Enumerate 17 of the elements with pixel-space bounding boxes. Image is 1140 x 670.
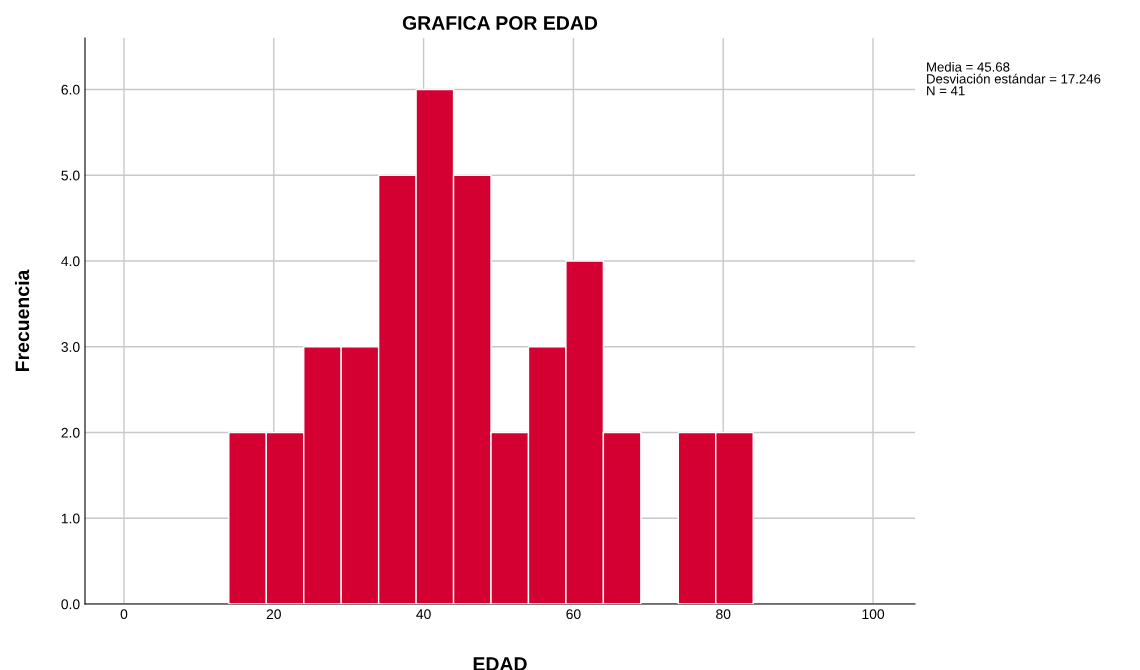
y-tick-label: 5.0: [61, 170, 80, 181]
y-tick-label: 4.0: [61, 256, 80, 267]
x-tick-label: 60: [566, 609, 581, 620]
y-axis-title: Frecuencia: [14, 269, 30, 372]
y-tick-label: 1.0: [61, 513, 80, 524]
y-tick-label: 0.0: [61, 599, 80, 610]
y-tick-label: 2.0: [61, 427, 80, 438]
chart-title: GRAFICA POR EDAD: [402, 16, 598, 30]
x-tick-label: 0: [120, 609, 128, 620]
y-tick-label: 3.0: [61, 342, 80, 352]
x-tick-label: 20: [266, 609, 281, 620]
x-axis-title: EDAD: [473, 657, 527, 670]
x-tick-label: 100: [862, 609, 885, 620]
text: Media = 45.68 Desviación estándar = 17.246 N = 41: [927, 62, 1101, 96]
x-tick-label: 40: [416, 609, 431, 620]
y-tick-label: 6.0: [61, 84, 80, 95]
x-tick-label: 80: [716, 609, 731, 620]
